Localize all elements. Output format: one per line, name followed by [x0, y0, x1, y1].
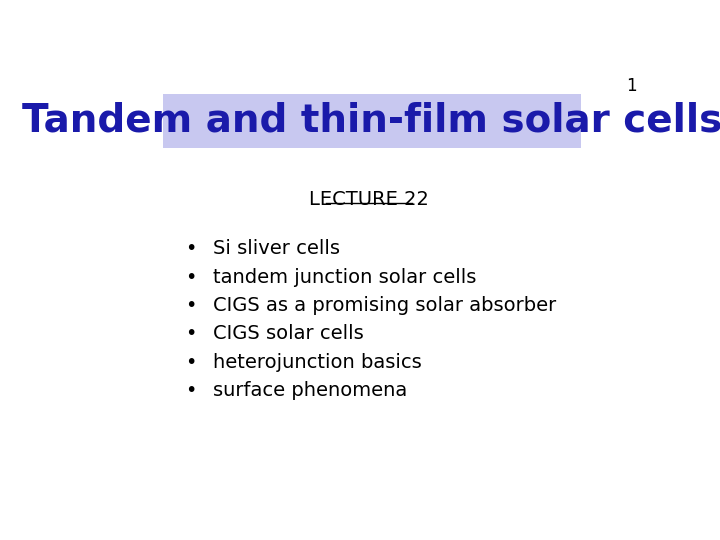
Text: CIGS as a promising solar absorber: CIGS as a promising solar absorber — [213, 296, 556, 315]
Text: •: • — [185, 353, 196, 372]
Text: •: • — [185, 324, 196, 343]
Text: heterojunction basics: heterojunction basics — [213, 353, 421, 372]
Text: Tandem and thin-film solar cells: Tandem and thin-film solar cells — [22, 102, 720, 140]
Text: surface phenomena: surface phenomena — [213, 381, 407, 400]
Text: LECTURE 22: LECTURE 22 — [309, 190, 429, 208]
FancyBboxPatch shape — [163, 94, 581, 148]
Text: CIGS solar cells: CIGS solar cells — [213, 324, 364, 343]
Text: •: • — [185, 268, 196, 287]
Text: •: • — [185, 239, 196, 259]
Text: tandem junction solar cells: tandem junction solar cells — [213, 268, 476, 287]
Text: •: • — [185, 296, 196, 315]
Text: Si sliver cells: Si sliver cells — [213, 239, 340, 259]
Text: •: • — [185, 381, 196, 400]
Text: 1: 1 — [626, 77, 637, 95]
